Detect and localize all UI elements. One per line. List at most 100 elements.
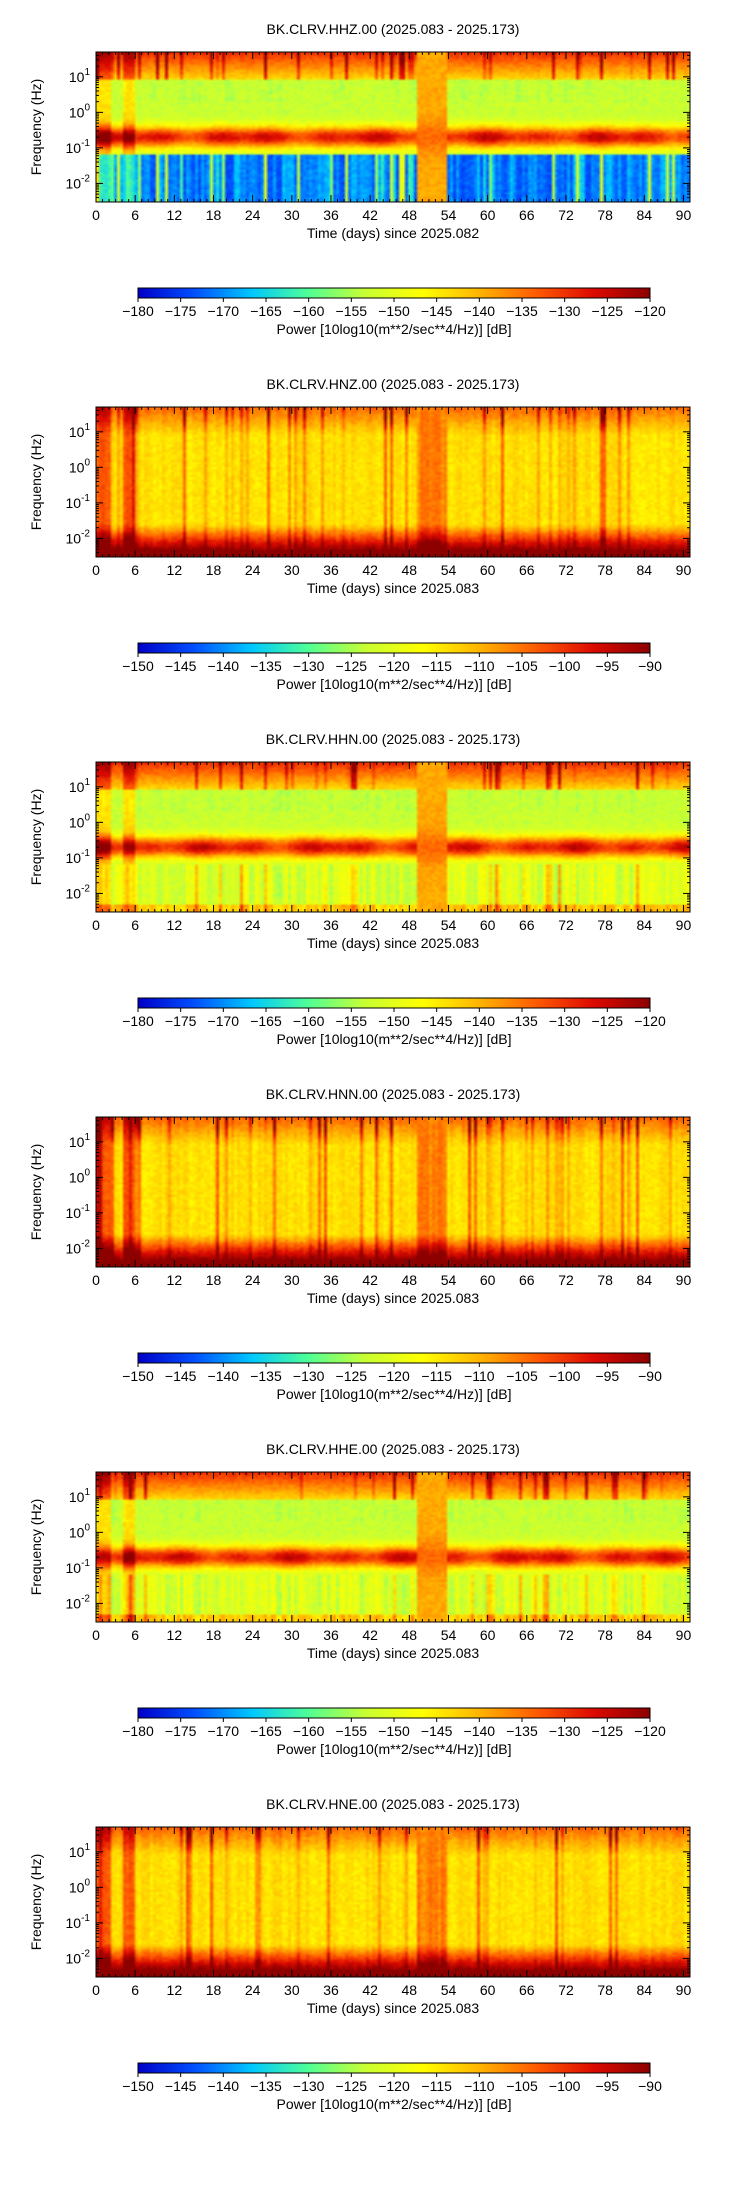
colorbar-tick-label: −90 (638, 658, 662, 674)
y-tick-label: 10-2 (66, 883, 91, 901)
spectrogram-image (96, 1117, 690, 1267)
y-tick-label: 101 (69, 422, 91, 440)
x-tick-label: 78 (597, 207, 613, 223)
colorbar-tick-label: −155 (336, 1013, 368, 1029)
x-tick-label: 12 (167, 917, 183, 933)
x-tick-label: 0 (92, 1272, 100, 1288)
x-tick-label: 36 (323, 1627, 339, 1643)
x-tick-label: 6 (131, 562, 139, 578)
chart-title: BK.CLRV.HNZ.00 (2025.083 - 2025.173) (267, 376, 520, 392)
x-tick-label: 48 (402, 207, 418, 223)
spectrogram-panel-2: BK.CLRV.HNZ.00 (2025.083 - 2025.173) 0 6 12… (28, 376, 691, 692)
y-tick-label: 10-2 (66, 1593, 91, 1611)
colorbar-tick-label: −150 (378, 303, 410, 319)
x-tick-label: 78 (597, 1627, 613, 1643)
x-tick-label: 12 (167, 1982, 183, 1998)
y-tick-label: 10-1 (66, 138, 91, 156)
x-tick-label: 18 (206, 1982, 222, 1998)
x-tick-label: 6 (131, 917, 139, 933)
x-tick-label: 30 (284, 562, 300, 578)
colorbar-tick-label: −150 (122, 658, 154, 674)
x-axis-label: Time (days) since 2025.082 (307, 225, 479, 241)
chart-title: BK.CLRV.HHE.00 (2025.083 - 2025.173) (266, 1441, 520, 1457)
x-tick-label: 6 (131, 207, 139, 223)
x-tick-label: 48 (402, 917, 418, 933)
colorbar-tick-label: −130 (549, 303, 581, 319)
colorbar (137, 997, 651, 1009)
colorbar-tick-label: −155 (336, 303, 368, 319)
y-axis-label: Frequency (Hz) (28, 1854, 44, 1950)
x-tick-label: 72 (558, 1627, 574, 1643)
colorbar-tick-label: −115 (421, 1368, 452, 1384)
x-tick-label: 6 (131, 1982, 139, 1998)
y-tick-label: 10-2 (66, 528, 91, 546)
spectrogram-panel-4: BK.CLRV.HNN.00 (2025.083 - 2025.173) 0 6 12… (28, 1086, 691, 1402)
colorbar-tick-label: −120 (634, 1013, 666, 1029)
y-tick-label: 10-2 (66, 173, 91, 191)
spectrogram-panel-1: BK.CLRV.HHZ.00 (2025.083 - 2025.173) 0 6 12… (28, 21, 691, 337)
colorbar-tick-label: −175 (165, 1013, 197, 1029)
x-tick-label: 78 (597, 1272, 613, 1288)
colorbar-label: Power [10log10(m**2/sec**4/Hz)] [dB] (277, 676, 512, 692)
y-tick-label: 10-1 (66, 1913, 91, 1931)
colorbar-tick-label: −135 (250, 1368, 282, 1384)
x-tick-label: 24 (245, 1272, 261, 1288)
x-tick-label: 36 (323, 917, 339, 933)
x-tick-label: 60 (480, 562, 496, 578)
colorbar-label: Power [10log10(m**2/sec**4/Hz)] [dB] (277, 2096, 512, 2112)
x-tick-label: 84 (637, 1982, 653, 1998)
x-tick-label: 66 (519, 1982, 535, 1998)
y-tick-label: 101 (69, 67, 91, 85)
colorbar-tick-label: −135 (506, 1013, 538, 1029)
colorbar-tick-label: −120 (378, 1368, 410, 1384)
x-axis-label: Time (days) since 2025.083 (307, 935, 479, 951)
colorbar-tick-label: −125 (336, 658, 368, 674)
colorbar-tick-label: −110 (464, 2078, 495, 2094)
y-tick-label: 10-2 (66, 1948, 91, 1966)
x-tick-label: 42 (362, 1982, 378, 1998)
x-tick-label: 0 (92, 562, 100, 578)
x-tick-label: 84 (637, 562, 653, 578)
x-tick-label: 24 (245, 207, 261, 223)
y-tick-label: 100 (69, 1877, 91, 1895)
colorbar-tick-label: −170 (208, 303, 240, 319)
x-tick-label: 66 (519, 207, 535, 223)
colorbar-tick-label: −130 (549, 1013, 581, 1029)
colorbar-tick-label: −160 (293, 1013, 325, 1029)
colorbar-tick-label: −145 (165, 658, 197, 674)
colorbar-tick-label: −140 (464, 303, 496, 319)
colorbar-tick-label: −150 (378, 1723, 410, 1739)
colorbar-tick-label: −105 (506, 2078, 538, 2094)
colorbar-tick-label: −145 (421, 1013, 453, 1029)
x-tick-label: 72 (558, 207, 574, 223)
x-tick-label: 6 (131, 1627, 139, 1643)
x-tick-label: 90 (676, 207, 692, 223)
colorbar-tick-label: −130 (293, 2078, 325, 2094)
colorbar-tick-label: −100 (549, 658, 581, 674)
colorbar (137, 1352, 651, 1364)
colorbar-tick-label: −160 (293, 303, 325, 319)
colorbar-tick-label: −150 (122, 2078, 154, 2094)
y-axis-label: Frequency (Hz) (28, 434, 44, 530)
x-tick-label: 12 (167, 562, 183, 578)
colorbar-tick-label: −135 (506, 1723, 538, 1739)
x-tick-label: 60 (480, 207, 496, 223)
colorbar (137, 2062, 651, 2074)
x-tick-label: 72 (558, 1272, 574, 1288)
colorbar-tick-label: −140 (208, 1368, 240, 1384)
colorbar-tick-label: −180 (122, 303, 154, 319)
x-tick-label: 24 (245, 1982, 261, 1998)
x-tick-label: 72 (558, 562, 574, 578)
x-tick-label: 30 (284, 1272, 300, 1288)
x-tick-label: 12 (167, 1627, 183, 1643)
colorbar-tick-label: −175 (165, 1723, 197, 1739)
x-tick-label: 48 (402, 1272, 418, 1288)
y-tick-label: 101 (69, 1487, 91, 1505)
colorbar (137, 287, 651, 299)
colorbar-tick-label: −95 (595, 1368, 619, 1384)
colorbar-tick-label: −165 (250, 303, 282, 319)
x-tick-label: 18 (206, 207, 222, 223)
x-tick-label: 54 (441, 207, 457, 223)
y-axis-label: Frequency (Hz) (28, 789, 44, 885)
colorbar-tick-label: −165 (250, 1723, 282, 1739)
